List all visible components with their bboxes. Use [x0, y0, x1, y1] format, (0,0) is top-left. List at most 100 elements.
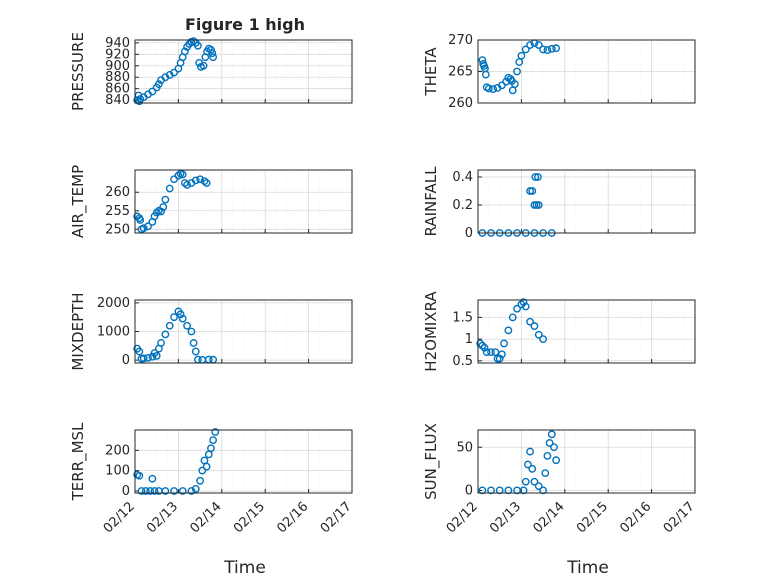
y-tick-label: 50 [456, 440, 473, 455]
data-point [478, 341, 487, 350]
data-point [534, 330, 543, 339]
data-point [534, 201, 543, 209]
data-point [148, 87, 157, 96]
data-point [135, 347, 144, 356]
x-tick-label: 02/16 [274, 499, 311, 536]
x-tick-label: 02/14 [188, 499, 225, 536]
data-point [202, 179, 211, 187]
y-tick-label: 900 [105, 59, 130, 74]
data-point [513, 304, 521, 313]
data-point [144, 222, 152, 231]
axes-outline [134, 169, 353, 234]
data-point [165, 71, 174, 79]
data-point [170, 68, 178, 77]
data-point [539, 45, 547, 54]
y-tick-label: 260 [105, 185, 130, 200]
y-tick-label: 255 [105, 204, 130, 219]
data-point [207, 444, 215, 453]
data-point [174, 171, 183, 180]
y-tick-label: 0 [122, 484, 130, 499]
axes-outline [477, 299, 696, 364]
data-point [187, 327, 196, 336]
y-tick-label: 840 [105, 93, 130, 108]
data-point [550, 443, 558, 452]
data-point [517, 300, 526, 309]
data-point [534, 41, 543, 49]
y-axis-label: RAINFALL [422, 166, 440, 237]
data-point [504, 486, 513, 495]
data-point [543, 451, 552, 460]
data-point [191, 347, 200, 356]
axes-outline [477, 429, 696, 494]
y-tick-label: 1 [465, 332, 473, 347]
data-point [491, 348, 500, 357]
data-point [487, 348, 495, 357]
axes-frame [477, 429, 696, 494]
y-tick-label: 265 [448, 65, 473, 80]
data-point [530, 477, 539, 486]
data-point [161, 330, 170, 339]
data-point [476, 339, 485, 348]
y-axis-label: THETA [422, 47, 440, 97]
x-tick-label: 02/14 [531, 499, 568, 536]
data-point [547, 44, 556, 53]
data-point [199, 61, 208, 70]
x-tick-label: 02/13 [144, 499, 181, 536]
y-tick-label: 0 [465, 226, 473, 241]
data-point [521, 302, 530, 311]
data-point [524, 460, 532, 469]
data-point [552, 456, 561, 465]
data-point [137, 487, 146, 495]
data-point [541, 469, 550, 478]
y-tick-label: 0.2 [452, 198, 473, 213]
subplot-mixdepth: 0 1000 2000 MIXDEPTH [69, 292, 353, 371]
y-axis-label: PRESSURE [69, 32, 87, 111]
data-point [495, 354, 504, 363]
y-tick-label: 920 [105, 47, 130, 62]
x-tick-label: 02/12 [444, 499, 481, 536]
axes-outline [134, 39, 353, 104]
data-point [534, 482, 543, 490]
y-axis-label: H2OMIXRA [422, 291, 440, 372]
data-point [517, 51, 526, 60]
data-point [181, 47, 189, 56]
data-point [480, 343, 489, 352]
data-point [189, 339, 198, 347]
data-point [154, 80, 163, 89]
data-point [504, 326, 513, 335]
x-tick-label: 02/15 [574, 499, 611, 536]
data-point [152, 351, 161, 360]
data-point [183, 321, 191, 330]
subplot-terr_msl: 0 100 200 TERR_MSL 02/12 02/13 02/14 02/15 02/16… [69, 422, 355, 536]
data-point [146, 487, 155, 495]
data-point [165, 321, 174, 330]
data-point [526, 41, 534, 49]
data-point [526, 317, 534, 326]
data-point [481, 70, 490, 79]
data-point [161, 195, 170, 204]
data-point [161, 487, 170, 495]
data-point [528, 464, 537, 473]
data-point [183, 180, 191, 189]
axes-frame [477, 169, 696, 234]
y-axis-label: MIXDEPTH [69, 292, 87, 370]
data-point [144, 353, 152, 362]
y-tick-label: 270 [448, 33, 473, 48]
data-point [497, 350, 506, 359]
y-tick-label: 250 [105, 222, 130, 237]
x-tick-label: 02/13 [487, 499, 524, 536]
x-tick-label: 02/17 [318, 499, 355, 536]
x-tick-label: 02/16 [617, 499, 654, 536]
data-point [187, 487, 196, 495]
data-point [519, 298, 528, 307]
y-tick-label: 0 [465, 483, 473, 498]
data-point [533, 173, 542, 181]
data-point [178, 170, 187, 179]
data-point [135, 471, 144, 480]
data-point [209, 53, 218, 62]
data-point [521, 477, 530, 486]
data-point [200, 177, 209, 186]
data-point [178, 314, 187, 323]
data-point [136, 216, 145, 224]
